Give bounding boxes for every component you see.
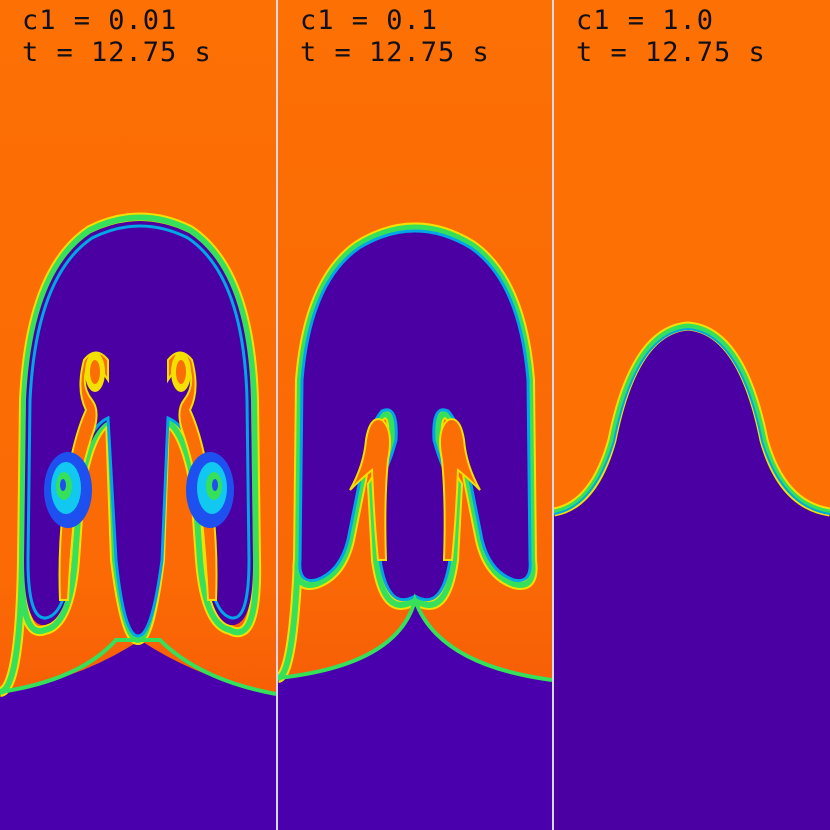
c1-label: c1 = 0.1 [300,5,439,36]
c1-label: c1 = 1.0 [576,5,715,36]
panel-c1-0-01: c1 = 0.01 t = 12.75 s [0,0,276,830]
c1-label: c1 = 0.01 [22,5,178,36]
panel-divider [276,0,278,830]
time-label: t = 12.75 s [576,37,766,68]
panel-c1-1-0: c1 = 1.0 t = 12.75 s [554,0,830,830]
panel-divider [552,0,554,830]
time-label: t = 12.75 s [22,37,212,68]
rayleigh-taylor-field-2 [278,0,552,830]
time-label: t = 12.75 s [300,37,490,68]
panel-c1-0-1: c1 = 0.1 t = 12.75 s [278,0,552,830]
left-vortex [44,452,92,528]
right-vortex [186,452,234,528]
rayleigh-taylor-field-1 [0,0,276,830]
rayleigh-taylor-field-3 [554,0,830,830]
